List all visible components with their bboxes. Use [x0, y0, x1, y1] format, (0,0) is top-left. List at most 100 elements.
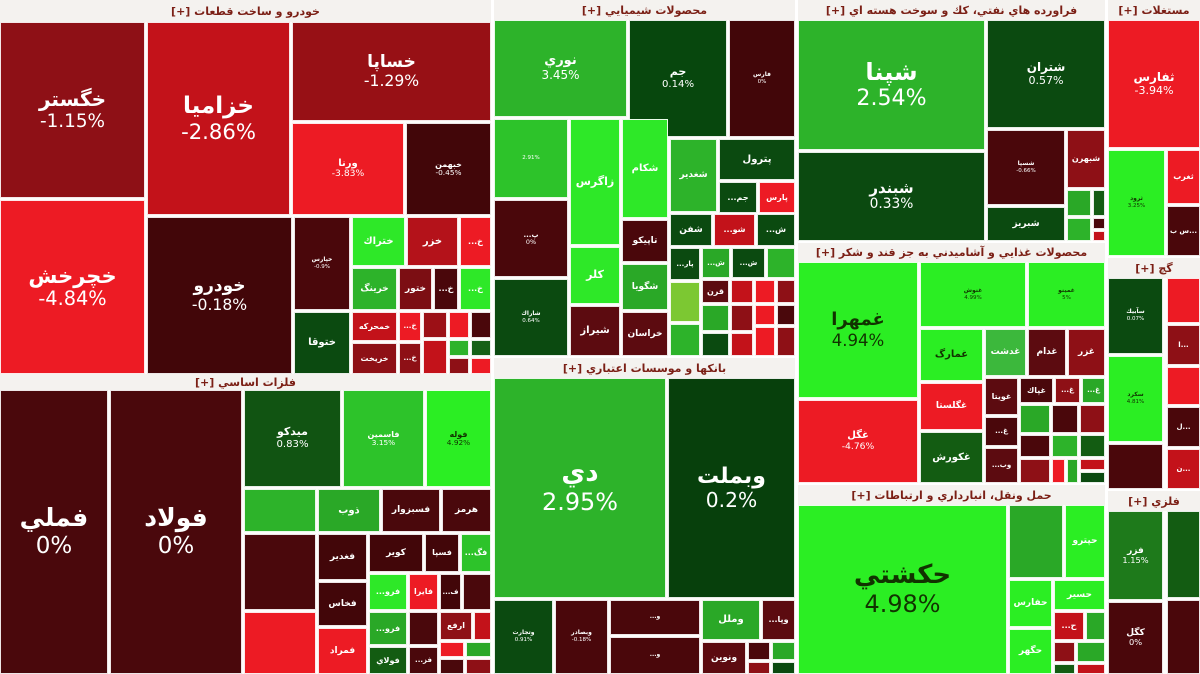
- stock-tile[interactable]: ف...: [440, 574, 461, 610]
- stock-tile[interactable]: فرو...: [369, 612, 407, 645]
- stock-tile[interactable]: غگل -4.76%: [798, 400, 918, 483]
- stock-tile[interactable]: وبملت 0.2%: [668, 378, 795, 598]
- stock-tile[interactable]: وپا...: [762, 600, 795, 640]
- stock-tile[interactable]: [1067, 218, 1091, 241]
- stock-tile[interactable]: ثرود 3.25%: [1108, 150, 1165, 256]
- stock-tile[interactable]: ش...: [757, 214, 795, 246]
- stock-tile[interactable]: قرن: [702, 280, 729, 303]
- stock-tile[interactable]: ختراك: [352, 217, 405, 266]
- stock-tile[interactable]: خودرو -0.18%: [147, 217, 292, 374]
- stock-tile[interactable]: [748, 662, 770, 674]
- stock-tile[interactable]: [702, 305, 729, 331]
- stock-tile[interactable]: [772, 662, 795, 674]
- stock-tile[interactable]: [1054, 664, 1075, 674]
- stock-tile[interactable]: [244, 612, 316, 674]
- stock-tile[interactable]: خزر: [407, 217, 458, 266]
- stock-tile[interactable]: [1080, 405, 1105, 433]
- stock-tile[interactable]: كگل 0%: [1108, 602, 1163, 674]
- stock-tile[interactable]: [1167, 367, 1200, 405]
- sector-header[interactable]: مستغلات [+]: [1108, 0, 1200, 20]
- stock-tile[interactable]: فرو...: [369, 574, 407, 610]
- stock-tile[interactable]: و...: [610, 637, 700, 674]
- stock-tile[interactable]: سآبيك 0.07%: [1108, 278, 1163, 354]
- stock-tile[interactable]: [449, 340, 469, 356]
- stock-tile[interactable]: هرمز: [442, 489, 491, 532]
- stock-tile[interactable]: زاگرس: [570, 119, 620, 245]
- stock-tile[interactable]: جم...: [719, 182, 757, 213]
- stock-tile[interactable]: [1108, 444, 1163, 489]
- stock-tile[interactable]: ختور: [399, 268, 432, 310]
- stock-tile[interactable]: ...ا: [1167, 325, 1200, 365]
- stock-tile[interactable]: [1086, 612, 1105, 640]
- stock-tile[interactable]: [1080, 435, 1105, 457]
- stock-tile[interactable]: ثفارس -3.94%: [1108, 20, 1200, 148]
- sector-header[interactable]: بانكها و موسسات اعتباري [+]: [494, 358, 795, 378]
- stock-tile[interactable]: غ...: [1055, 378, 1080, 403]
- stock-tile[interactable]: [1093, 190, 1105, 216]
- sector-header[interactable]: خودرو و ساخت قطعات [+]: [0, 0, 491, 22]
- stock-tile[interactable]: حكشتي 4.98%: [798, 505, 1007, 674]
- stock-tile[interactable]: پار...: [670, 248, 700, 280]
- stock-tile[interactable]: فمراد: [318, 628, 367, 674]
- stock-tile[interactable]: [1167, 600, 1200, 674]
- stock-tile[interactable]: شبهرن: [1067, 130, 1105, 188]
- stock-tile[interactable]: خچرخش -4.84%: [0, 200, 145, 374]
- stock-tile[interactable]: ...س ب: [1167, 206, 1200, 256]
- stock-tile[interactable]: [670, 282, 700, 322]
- stock-tile[interactable]: [1020, 405, 1050, 433]
- stock-tile[interactable]: [1093, 231, 1105, 241]
- stock-tile[interactable]: [1052, 435, 1078, 457]
- stock-tile[interactable]: ارفع: [440, 612, 472, 640]
- stock-tile[interactable]: غكورش: [920, 432, 983, 483]
- stock-tile[interactable]: [440, 642, 464, 657]
- stock-tile[interactable]: سكرد 4.81%: [1108, 356, 1163, 442]
- stock-tile[interactable]: غمينو 5%: [1028, 262, 1105, 327]
- stock-tile[interactable]: خريخت: [352, 343, 397, 374]
- stock-tile[interactable]: شفن: [670, 214, 712, 246]
- stock-tile[interactable]: ش...: [732, 248, 765, 278]
- stock-tile[interactable]: شتران 0.57%: [987, 20, 1105, 128]
- stock-tile[interactable]: [731, 333, 753, 356]
- stock-tile[interactable]: [777, 327, 795, 356]
- stock-tile[interactable]: ...ن: [1167, 449, 1200, 489]
- stock-tile[interactable]: حفارس: [1009, 580, 1052, 627]
- stock-tile[interactable]: فايرا: [409, 574, 438, 610]
- stock-tile[interactable]: فولاي: [369, 647, 407, 674]
- stock-tile[interactable]: وتجارت 0.91%: [494, 600, 553, 674]
- stock-tile[interactable]: 2.91%: [494, 119, 568, 198]
- stock-tile[interactable]: [777, 305, 795, 325]
- stock-tile[interactable]: ونوين: [702, 642, 746, 674]
- stock-tile[interactable]: غ...: [985, 417, 1018, 446]
- stock-tile[interactable]: فملي 0%: [0, 390, 108, 674]
- stock-tile[interactable]: غدام: [1028, 329, 1066, 376]
- stock-tile[interactable]: شغدير: [670, 139, 717, 212]
- stock-tile[interactable]: فوله 4.92%: [426, 390, 491, 487]
- stock-tile[interactable]: جم 0.14%: [629, 20, 727, 137]
- stock-tile[interactable]: ثغرب: [1167, 150, 1200, 204]
- stock-tile[interactable]: وملل: [702, 600, 760, 640]
- stock-tile[interactable]: [440, 659, 464, 674]
- stock-tile[interactable]: ختوقا: [294, 312, 350, 374]
- stock-tile[interactable]: خ...: [434, 268, 458, 310]
- stock-tile[interactable]: حپترو: [1065, 505, 1105, 578]
- stock-tile[interactable]: شاراك 0.64%: [494, 279, 568, 356]
- stock-tile[interactable]: نوري 3.45%: [494, 20, 627, 117]
- stock-tile[interactable]: [474, 612, 491, 640]
- stock-tile[interactable]: شگويا: [622, 264, 668, 310]
- stock-tile[interactable]: كلر: [570, 247, 620, 304]
- stock-tile[interactable]: [1067, 190, 1091, 216]
- sector-header[interactable]: حمل ونقل، انبارداري و ارتباطات [+]: [798, 485, 1105, 505]
- stock-tile[interactable]: شكام: [622, 119, 668, 218]
- stock-tile[interactable]: فاسمين 3.15%: [343, 390, 424, 487]
- stock-tile[interactable]: شو...: [714, 214, 755, 246]
- stock-tile[interactable]: [1167, 511, 1200, 598]
- stock-tile[interactable]: [731, 280, 753, 303]
- stock-tile[interactable]: [423, 340, 447, 374]
- stock-tile[interactable]: [1080, 472, 1105, 483]
- stock-tile[interactable]: [471, 340, 491, 356]
- stock-tile[interactable]: [1080, 459, 1105, 470]
- stock-tile[interactable]: غويتا: [985, 378, 1018, 415]
- sector-header[interactable]: محصولات غذايي و آشاميدني به جز قند و شكر…: [798, 243, 1105, 262]
- stock-tile[interactable]: شبريز: [987, 207, 1065, 241]
- stock-tile[interactable]: [466, 659, 491, 674]
